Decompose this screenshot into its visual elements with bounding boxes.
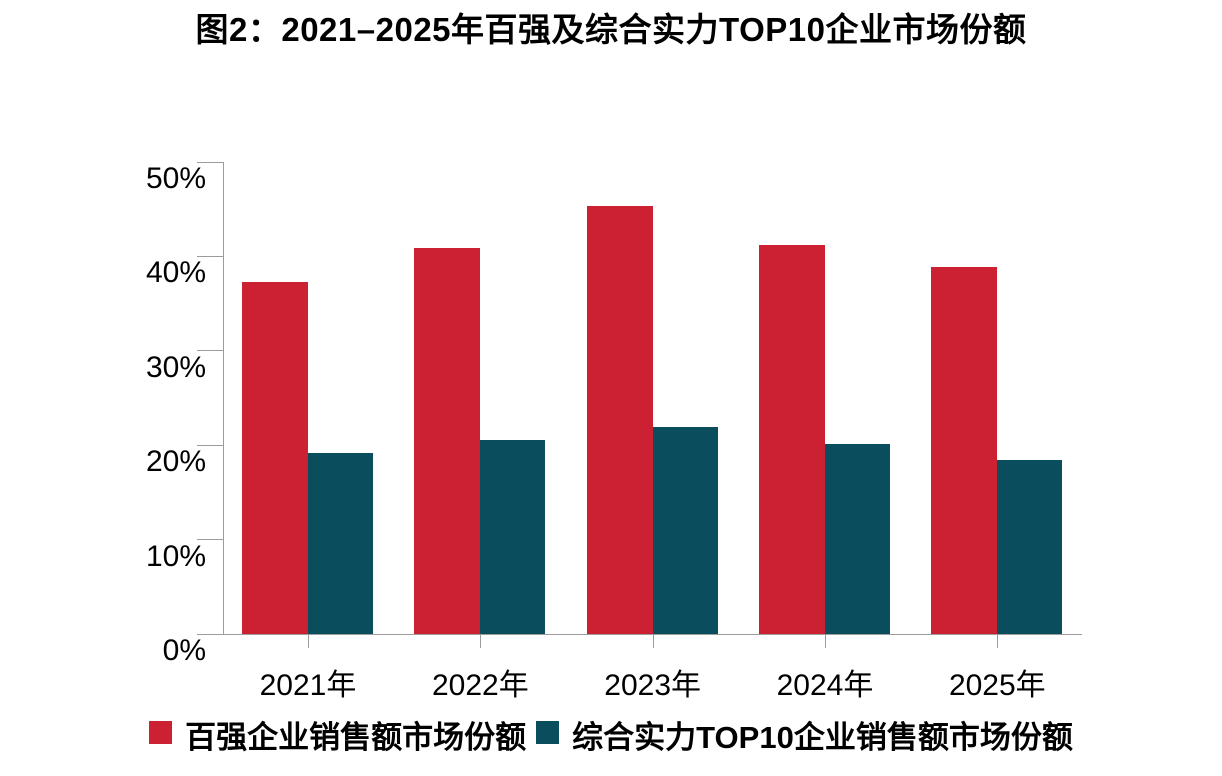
bar-top100-2021: [242, 281, 308, 634]
y-axis-tick: [197, 539, 224, 541]
y-axis-label: 10%: [145, 539, 206, 573]
legend: 百强企业销售额市场份额 综合实力TOP10企业销售额市场份额: [0, 712, 1222, 757]
plot-area: 0% 10% 20% 30% 40% 50% 2021年 2022年 2023年 2024年 202…: [146, 161, 1082, 701]
bar-top10-2023: [652, 427, 718, 634]
y-axis-label: 20%: [145, 445, 206, 479]
x-axis-label: 2024年: [776, 669, 874, 702]
y-axis-label: 50%: [145, 162, 206, 195]
y-axis-tick: [197, 444, 224, 446]
legend-item-top100: 百强企业销售额市场份额: [149, 712, 526, 757]
x-axis-tick: [997, 634, 999, 648]
x-axis-tick: [480, 634, 482, 648]
bar-top10-2024: [824, 444, 890, 634]
bar-top100-2024: [758, 245, 825, 634]
bar-top100-2022: [414, 247, 481, 634]
y-axis-tick: [197, 161, 224, 163]
bar-top10-2022: [480, 440, 546, 634]
y-axis-tick: [197, 350, 224, 352]
x-axis-tick: [652, 634, 654, 648]
bar-top100-2025: [931, 266, 998, 634]
x-axis-label: 2022年: [431, 669, 529, 702]
legend-swatch-top10: [536, 721, 560, 744]
x-axis-label: 2023年: [604, 669, 702, 702]
y-axis-tick: [197, 255, 224, 257]
x-axis-tick: [308, 634, 309, 648]
legend-label-top10: 综合实力TOP10企业销售额市场份额: [572, 720, 1073, 755]
chart-title: 图2：2021–2025年百强及综合实力TOP10企业市场份额: [195, 11, 1027, 48]
legend-item-top10: 综合实力TOP10企业销售额市场份额: [536, 712, 1073, 757]
legend-swatch-top100: [149, 721, 173, 744]
legend-label-top100: 百强企业销售额市场份额: [185, 720, 527, 755]
x-axis-tick: [824, 634, 826, 648]
y-axis-label: 0%: [162, 634, 206, 667]
x-axis-label: 2021年: [259, 669, 357, 702]
bar-top10-2025: [997, 460, 1063, 634]
bar-top10-2021: [308, 452, 373, 634]
y-axis-label: 40%: [145, 256, 206, 290]
y-axis-label: 30%: [145, 350, 206, 384]
bar-top100-2023: [586, 206, 653, 634]
y-axis-tick: [197, 633, 224, 635]
x-axis-label: 2025年: [948, 669, 1046, 702]
